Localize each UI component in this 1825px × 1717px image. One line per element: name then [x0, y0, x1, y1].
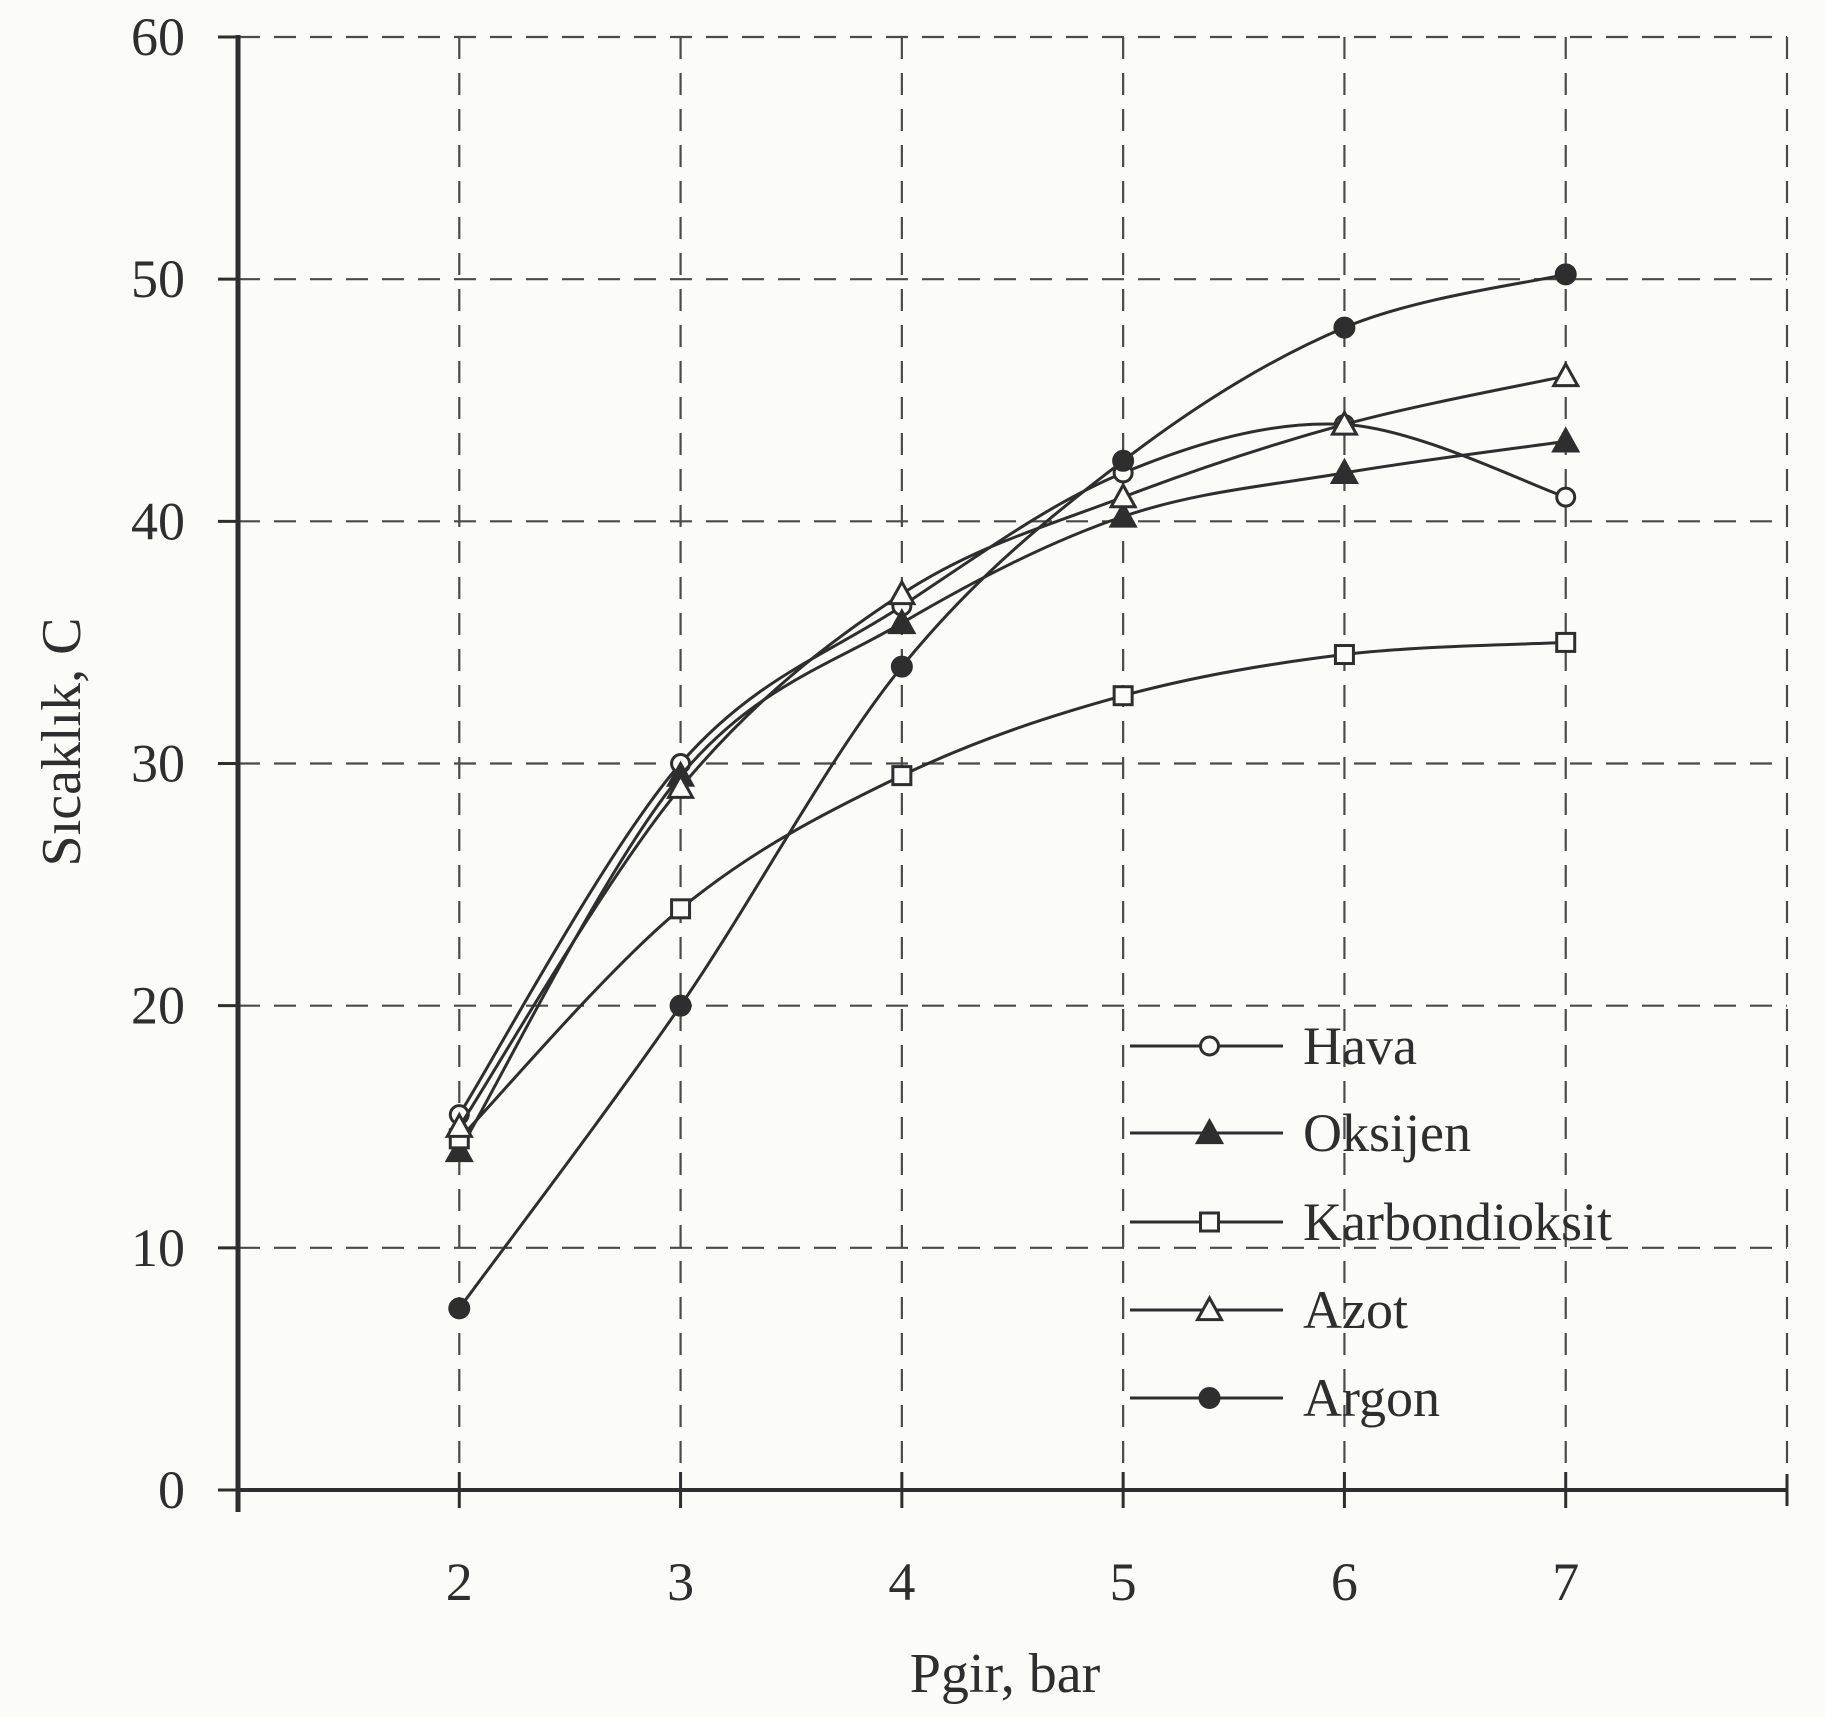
x-axis-title: Pgir, bar — [910, 1643, 1101, 1705]
data-point — [444, 1111, 474, 1138]
data-point — [444, 1135, 474, 1163]
y-tick-label: 20 — [131, 976, 185, 1036]
axes: 0 10 20 30 40 50 60 2 3 4 5 6 7 — [131, 7, 1789, 1612]
legend-item: Hava — [1130, 1016, 1417, 1076]
data-point — [1555, 631, 1577, 653]
grid — [238, 35, 1789, 1490]
legend-marker — [1199, 1211, 1220, 1233]
x-tick-label: 2 — [446, 1552, 473, 1612]
legend-item: Karbondioksit — [1130, 1192, 1612, 1252]
series-layer — [444, 263, 1581, 1320]
data-point — [1108, 501, 1138, 528]
legend-label: Azot — [1303, 1280, 1408, 1340]
data-point — [1551, 360, 1581, 388]
data-point — [448, 1297, 471, 1320]
legend-item: Oksijen — [1130, 1103, 1471, 1163]
data-point — [1333, 644, 1355, 666]
data-point — [669, 994, 692, 1017]
legend: Hava Oksijen Karbondioksit Azot Argon — [1130, 1016, 1612, 1428]
x-tick-label: 5 — [1110, 1552, 1137, 1612]
data-point — [887, 607, 917, 635]
y-tick-label: 0 — [158, 1460, 185, 1520]
data-point — [1333, 316, 1356, 339]
legend-label: Oksijen — [1303, 1103, 1471, 1163]
legend-label: Hava — [1303, 1016, 1417, 1076]
series-azot — [444, 360, 1581, 1138]
y-tick-label: 40 — [131, 491, 185, 551]
data-point — [1329, 457, 1359, 484]
data-point — [887, 578, 917, 606]
data-point — [1112, 685, 1134, 707]
y-tick-label: 10 — [131, 1218, 185, 1278]
x-tick-label: 4 — [888, 1552, 915, 1612]
x-tick-label: 6 — [1331, 1552, 1358, 1612]
legend-marker — [1194, 1117, 1225, 1145]
data-point — [1554, 263, 1577, 286]
data-point — [1112, 449, 1135, 472]
data-point — [1108, 482, 1138, 509]
legend-label: Karbondioksit — [1303, 1192, 1612, 1252]
legend-item: Azot — [1130, 1280, 1408, 1340]
series-line — [458, 374, 1567, 1128]
x-tick-label: 7 — [1552, 1552, 1579, 1612]
legend-marker — [1198, 1387, 1221, 1409]
legend-marker — [1199, 1035, 1220, 1057]
data-point — [666, 772, 696, 799]
data-point — [1551, 426, 1581, 453]
series-line — [458, 422, 1567, 1116]
y-tick-label: 50 — [131, 249, 185, 309]
data-point — [670, 898, 692, 920]
series-argon — [448, 263, 1577, 1320]
y-axis-title: Sıcaklık, C — [31, 618, 93, 867]
data-point — [891, 765, 913, 787]
legend-marker — [1194, 1294, 1225, 1322]
data-point — [890, 655, 913, 678]
data-point — [1329, 409, 1359, 436]
y-tick-label: 30 — [131, 734, 185, 794]
x-tick-label: 3 — [667, 1552, 694, 1612]
legend-label: Argon — [1303, 1368, 1440, 1428]
legend-item: Argon — [1130, 1368, 1440, 1428]
data-point — [1555, 486, 1577, 508]
y-tick-label: 60 — [131, 7, 185, 67]
